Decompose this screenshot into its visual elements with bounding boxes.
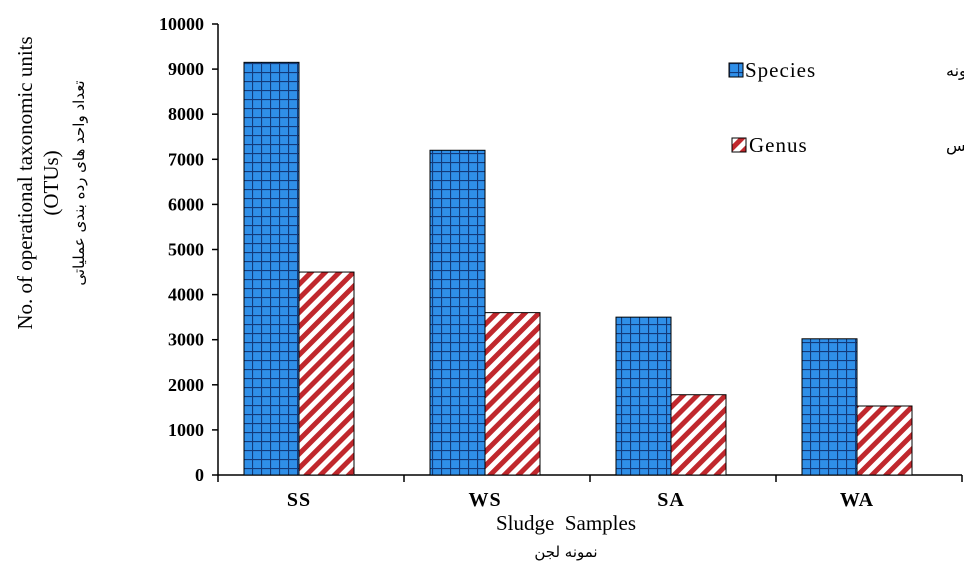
y-tick-label: 8000: [168, 104, 204, 124]
y-tick-label: 3000: [168, 330, 204, 350]
bar-species-sa: [615, 316, 672, 476]
legend: Species گونه Genus جنس: [728, 58, 964, 157]
y-ticks: 0 1000 2000 3000 4000 5000 6000 7000 8000 9000 100…: [159, 14, 218, 485]
y-tick-label: 5000: [168, 240, 204, 260]
y-tick-label: 1000: [168, 420, 204, 440]
legend-label-species: Species: [745, 58, 816, 82]
bar-species-ws: [429, 149, 486, 476]
y-tick-label: 7000: [168, 149, 204, 169]
y-axis-title: No. of operational taxonomic units (OTUs…: [13, 36, 88, 329]
y-tick-label: 10000: [159, 14, 204, 34]
bar-genus-wa: [856, 405, 913, 476]
x-tick-label: SS: [287, 489, 311, 511]
bar-species-wa: [801, 338, 858, 476]
x-ticks: SS WS SA WA: [217, 475, 963, 511]
y-tick-label: 0: [195, 465, 204, 485]
y-tick-label: 6000: [168, 194, 204, 214]
y-tick-label: 9000: [168, 59, 204, 79]
bar-genus-ss: [298, 271, 355, 476]
legend-label-genus: Genus: [749, 133, 808, 157]
x-tick-label: WS: [468, 489, 501, 511]
y-axis-label-persian: تعداد واحد های رده بندی عملیاتی: [70, 80, 88, 285]
legend-label-genus-persian: جنس: [946, 136, 964, 156]
x-axis-label-persian: نمونه لجن: [534, 543, 597, 561]
y-tick-label: 4000: [168, 285, 204, 305]
legend-label-species-persian: گونه: [946, 61, 964, 81]
bars: [243, 61, 913, 476]
x-tick-label: SA: [657, 489, 685, 511]
bar-species-ss: [243, 61, 300, 476]
legend-item-species: Species گونه: [728, 58, 964, 82]
y-axis-label-line1: No. of operational taxonomic units: [13, 36, 37, 329]
legend-swatch-species: [728, 62, 744, 78]
y-axis-label-line2: (OTUs): [39, 150, 63, 215]
legend-swatch-genus: [731, 137, 747, 153]
bar-genus-sa: [670, 394, 727, 476]
x-axis-label: Sludge Samples: [496, 511, 636, 535]
bar-genus-ws: [484, 312, 541, 476]
legend-item-genus: Genus جنس: [731, 133, 964, 157]
x-tick-label: WA: [840, 489, 874, 511]
y-tick-label: 2000: [168, 375, 204, 395]
